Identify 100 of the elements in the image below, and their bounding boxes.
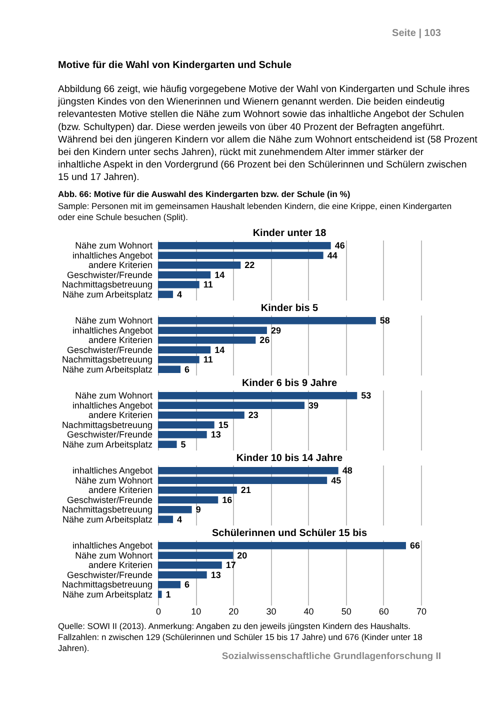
- data-label: 6: [184, 364, 190, 374]
- chart-title: Kinder unter 18: [252, 228, 327, 239]
- y-tick-label: Nachmittagsbetreuung: [62, 420, 152, 430]
- bar: [158, 280, 200, 288]
- x-tick-label: 0: [156, 606, 162, 616]
- x-tick-label: 20: [228, 606, 239, 616]
- caption: Abb. 66: Motive für die Auswahl des Kindergarten bzw. der Schule (in %): [58, 189, 350, 199]
- y-tick-label: Nähe zum Wohnort: [75, 240, 153, 251]
- y-tick-label: andere Kriterien: [88, 335, 152, 346]
- data-label: 46: [334, 240, 345, 251]
- bar: [158, 580, 181, 588]
- x-tick-label: 30: [266, 606, 276, 616]
- y-tick-label: Nachmittagsbetreuung: [62, 354, 152, 365]
- text: Abbildung 66 zeigt, wie häufig vorgegebene Motive der Wahl von Kindergarten und Schule ihres jüngsten Kindes von den Wienerinnen und Wienern genannt werden. Die beiden eindeutig relevantesten Motive stellen die Nähe zum Wohnort sowie das inhaltliche Angebot der Schulen (bzw. Schultypen) dar. Diese werden jeweils von über 40 Prozent der Befragten angeführt. Während bei den jüngeren Kindern vor allem die Nähe zum Wohnort entscheidend ist (58 Prozent bei den Kindern unter sechs Jahren), rückt mit zunehmendem Alter immer stärker der inhaltliche Aspekt in den Vordergrund (66 Prozent bei den Schülerinnen und Schülern zwischen 15 und 17 Jahren).: [57, 84, 478, 184]
- bar: [158, 290, 174, 298]
- x-tick-label: 70: [416, 606, 427, 616]
- bar: [158, 571, 207, 579]
- y-tick-label: Nähe zum Arbeitsplatz: [62, 589, 153, 600]
- bar: [158, 346, 211, 354]
- data-label: 29: [270, 325, 281, 336]
- y-tick-label: Geschwister/Freunde: [66, 270, 152, 280]
- data-label: 4: [177, 514, 182, 524]
- y-tick-label: Nähe zum Arbeitsplatz: [62, 439, 153, 450]
- data-label: 11: [203, 354, 213, 365]
- data-label: 22: [244, 260, 255, 270]
- bar: [158, 466, 338, 474]
- bar: [158, 336, 256, 344]
- data-label: 26: [260, 335, 270, 346]
- x-tick-label: 50: [341, 606, 352, 616]
- bar: [158, 516, 174, 524]
- y-tick-label: Nachmittagsbetreuung: [62, 580, 152, 590]
- bar: [158, 486, 237, 494]
- bar: [158, 326, 267, 334]
- bar: [158, 402, 305, 410]
- chart-title: Schülerinnen und Schüler 15 bis: [212, 528, 368, 539]
- text: Motive für die Wahl von Kindergarten und Schule: [58, 60, 292, 71]
- y-tick-label: Nähe zum Arbeitsplatz: [62, 289, 153, 300]
- y-tick-label: andere Kriterien: [88, 410, 152, 420]
- data-label: 17: [226, 560, 236, 570]
- bar: [158, 252, 324, 260]
- y-tick-label: inhaltliches Angebot: [72, 466, 153, 476]
- x-tick-label: 10: [191, 606, 202, 616]
- y-tick-label: Nähe zum Wohnort: [75, 390, 153, 401]
- data-label: 21: [240, 485, 251, 496]
- bar: [158, 271, 211, 279]
- bar: [158, 261, 241, 269]
- data-label: 58: [380, 316, 390, 326]
- bar: [158, 356, 200, 364]
- data-label: 13: [210, 430, 221, 440]
- y-tick-label: Nähe zum Wohnort: [75, 550, 153, 560]
- data-label: 45: [331, 475, 342, 486]
- bar: [158, 316, 376, 324]
- data-label: 6: [184, 580, 190, 590]
- data-label: 23: [248, 410, 258, 420]
- bar: [158, 392, 358, 400]
- data-label: 15: [218, 420, 228, 430]
- data-label: 53: [361, 390, 372, 401]
- bar: [158, 552, 234, 560]
- y-tick-label: Geschwister/Freunde: [66, 494, 152, 505]
- y-tick-label: inhaltliches Angebot: [72, 325, 153, 336]
- bar: [158, 430, 207, 438]
- y-tick-label: inhaltliches Angebot: [72, 400, 153, 410]
- chart-title: Kinder 6 bis 9 Jahre: [242, 378, 338, 389]
- data-label: 14: [214, 344, 225, 355]
- bar: [158, 411, 244, 419]
- data-label: 66: [410, 540, 420, 551]
- y-tick-label: inhaltliches Angebot: [72, 540, 153, 551]
- bar: [158, 542, 406, 550]
- data-label: 11: [203, 280, 213, 290]
- text: Sample: Personen mit im gemeinsamen Haushalt lebenden Kindern, die eine Krippe, einen Kindergarten oder eine Schule besuchen (Split).: [58, 201, 452, 222]
- source-note: Quelle: SOWI II (2013). Anmerkung: Angaben zu den jeweils jüngsten Kindern des Haushalts. Fallzahlen: n zwischen 129 (Schülerinnen und Schüler 15 bis 17 Jahre) und 676 (Kinder unter 18 Jahren).: [58, 621, 423, 653]
- y-tick-label: Nähe zum Wohnort: [75, 316, 153, 326]
- data-label: 14: [214, 270, 225, 280]
- y-tick-label: Geschwister/Freunde: [66, 344, 152, 355]
- bar: [158, 590, 162, 598]
- y-tick-label: Geschwister/Freunde: [66, 570, 152, 580]
- y-tick-label: Nachmittagsbetreuung: [62, 280, 152, 290]
- bar: [158, 476, 328, 484]
- bar: [158, 242, 331, 250]
- bar: [158, 440, 177, 448]
- bar: [158, 421, 214, 429]
- data-label: 16: [222, 494, 232, 505]
- data-label: 44: [327, 250, 338, 260]
- y-tick-label: andere Kriterien: [88, 485, 152, 496]
- bar: [158, 561, 222, 569]
- data-label: 13: [210, 570, 221, 580]
- x-tick-label: 40: [304, 606, 314, 616]
- y-tick-label: andere Kriterien: [88, 560, 152, 570]
- data-label: 39: [308, 400, 319, 410]
- y-tick-label: Nähe zum Wohnort: [75, 475, 153, 486]
- data-label: 48: [342, 466, 352, 476]
- text: Sozialwissenschaftliche Grundlagenforschung II: [222, 651, 441, 662]
- data-label: 9: [196, 504, 201, 515]
- y-tick-label: andere Kriterien: [88, 260, 152, 270]
- data-label: 4: [177, 289, 182, 300]
- chart-title: Kinder 10 bis 14 Jahre: [236, 453, 344, 464]
- y-tick-label: Geschwister/Freunde: [66, 430, 152, 440]
- y-tick-label: inhaltliches Angebot: [72, 250, 153, 260]
- y-tick-label: Nähe zum Arbeitsplatz: [62, 514, 153, 524]
- data-label: 20: [237, 550, 248, 560]
